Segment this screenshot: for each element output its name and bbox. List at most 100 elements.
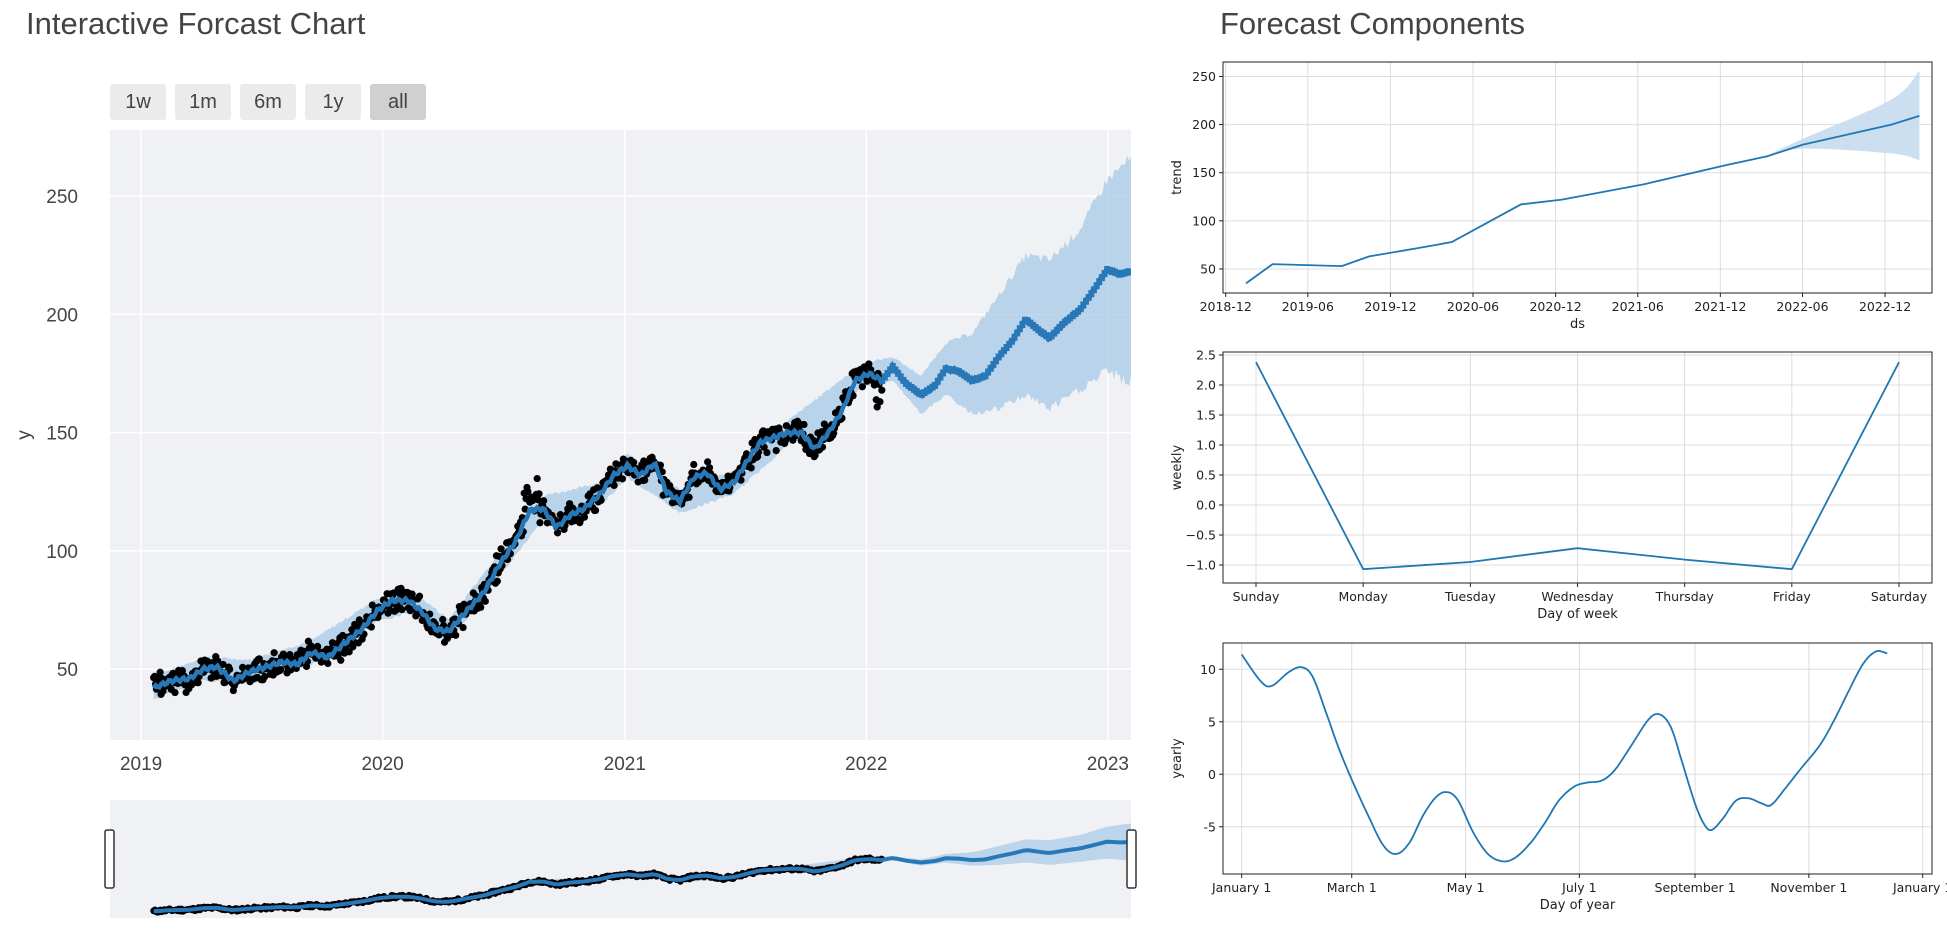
range-slider-line [153, 839, 1132, 914]
x-tick-label: Wednesday [1541, 589, 1614, 604]
axes-frame [1222, 642, 1933, 875]
x-axis-label: Day of year [1540, 898, 1616, 913]
weekly-plot: −1.0 −0.5 0.0 0.5 1.0 1.5 2.0 2.5 Sunday Monday Tu… [1170, 348, 1933, 622]
observed-point [534, 496, 542, 504]
observed-point [540, 497, 548, 505]
x-tick-label: September 1 [1655, 880, 1736, 895]
x-tick-label: Sunday [1233, 589, 1280, 604]
trend-plot: 50 100 150 200 250 2018-12 2019-06 2019-12 2020-… [1170, 61, 1933, 332]
observed-point [772, 447, 780, 455]
observed-point [704, 458, 712, 466]
x-tick-label: Friday [1773, 589, 1811, 604]
y-tick-label: 1.0 [1196, 438, 1216, 453]
observed-point [705, 464, 714, 472]
plot-area[interactable] [110, 130, 1131, 740]
forecast-marker [982, 372, 989, 380]
forecast-marker [987, 364, 994, 372]
range-button-all[interactable]: all [370, 84, 426, 120]
x-axis-label: ds [1570, 317, 1585, 332]
observed-point [580, 513, 589, 521]
observed-point [415, 592, 424, 600]
observed-point [156, 668, 164, 676]
x-tick-label: 2018-12 [1200, 299, 1252, 314]
x-tick-label: Thursday [1655, 589, 1715, 604]
forecast-marker [1080, 301, 1087, 309]
observed-point [481, 597, 489, 605]
y-tick-label: 5 [1208, 714, 1216, 729]
forecast-marker [881, 373, 888, 381]
observed-point [865, 360, 873, 368]
forecast-marker [993, 357, 1000, 365]
weekly-line [1255, 361, 1900, 571]
y-tick-label: 0.5 [1196, 468, 1216, 483]
forecast-marker [1128, 268, 1131, 276]
y-tick-label: 2.0 [1196, 378, 1216, 393]
observed-point [618, 475, 627, 483]
range-slider[interactable] [104, 800, 1137, 918]
forecast-marker [1008, 337, 1015, 345]
observed-point [194, 679, 202, 687]
observed-point [640, 457, 648, 465]
y-axis-label: weekly [1170, 444, 1185, 490]
observed-point [533, 474, 541, 483]
forecast-marker [990, 361, 997, 369]
observed-point [261, 673, 269, 681]
forecast-marker [1019, 320, 1026, 328]
observed-point [536, 519, 544, 527]
observed-point [610, 481, 618, 490]
range-slider-handle-left[interactable] [104, 829, 115, 889]
plot-area [1223, 643, 1932, 874]
range-button-6m[interactable]: 6m [240, 84, 296, 120]
chart-title-forecast: Interactive Forcast Chart [26, 6, 366, 41]
x-tick-label: 2020-12 [1529, 299, 1581, 314]
observed-point [849, 392, 857, 400]
y-tick-label: 250 [1192, 69, 1216, 84]
trend-band [1767, 70, 1920, 161]
observed-point [408, 590, 416, 598]
observed-point [367, 623, 375, 631]
y-tick-label: 0.0 [1196, 498, 1216, 513]
x-tick-label: 2021-06 [1612, 299, 1664, 314]
x-tick-label: 2019 [120, 754, 162, 775]
y-tick-label: 150 [46, 424, 78, 445]
forecast-marker [1085, 293, 1092, 301]
range-button-1w[interactable]: 1w [110, 84, 166, 120]
plot-area [1223, 62, 1932, 293]
range-slider-handle-right[interactable] [1126, 829, 1137, 889]
forecast-marker [1016, 325, 1023, 333]
observed-point [219, 660, 227, 669]
x-tick-label: Tuesday [1444, 589, 1496, 604]
y-tick-label: 1.5 [1196, 408, 1216, 423]
observed-point [556, 511, 564, 519]
forecast-marker [1014, 329, 1021, 337]
x-tick-label: 2023 [1087, 754, 1129, 775]
observed-point [641, 476, 649, 484]
y-tick-label: 50 [57, 660, 78, 681]
y-tick-label: 100 [1192, 213, 1216, 228]
y-tick-label: 200 [46, 305, 78, 326]
x-tick-label: 2020-06 [1447, 299, 1499, 314]
range-button-1y[interactable]: 1y [305, 84, 361, 120]
observed-point [493, 577, 501, 585]
forecast-marker [887, 366, 894, 374]
observed-point [345, 648, 353, 656]
observed-point [337, 656, 345, 664]
forecast-marker [1098, 274, 1105, 282]
x-tick-label: 2020 [361, 754, 403, 775]
y-tick-label: 100 [46, 542, 78, 563]
observed-point [171, 688, 179, 697]
forecast-marker [934, 377, 941, 385]
x-axis-label: Day of week [1537, 607, 1618, 622]
forecast-marker [1083, 297, 1090, 305]
yearly-plot: -5 0 5 10 January 1 March 1 May 1 July 1 Septemb… [1170, 642, 1947, 913]
forecast-marker [884, 370, 891, 378]
yearly-line [1240, 649, 1888, 863]
forecast-markers [879, 265, 1131, 398]
observed-point [800, 420, 808, 429]
observed-point [497, 545, 505, 553]
observed-point [858, 383, 866, 391]
x-tick-label: 2022-12 [1859, 299, 1911, 314]
observed-point [270, 649, 278, 657]
range-button-1m[interactable]: 1m [175, 84, 231, 120]
